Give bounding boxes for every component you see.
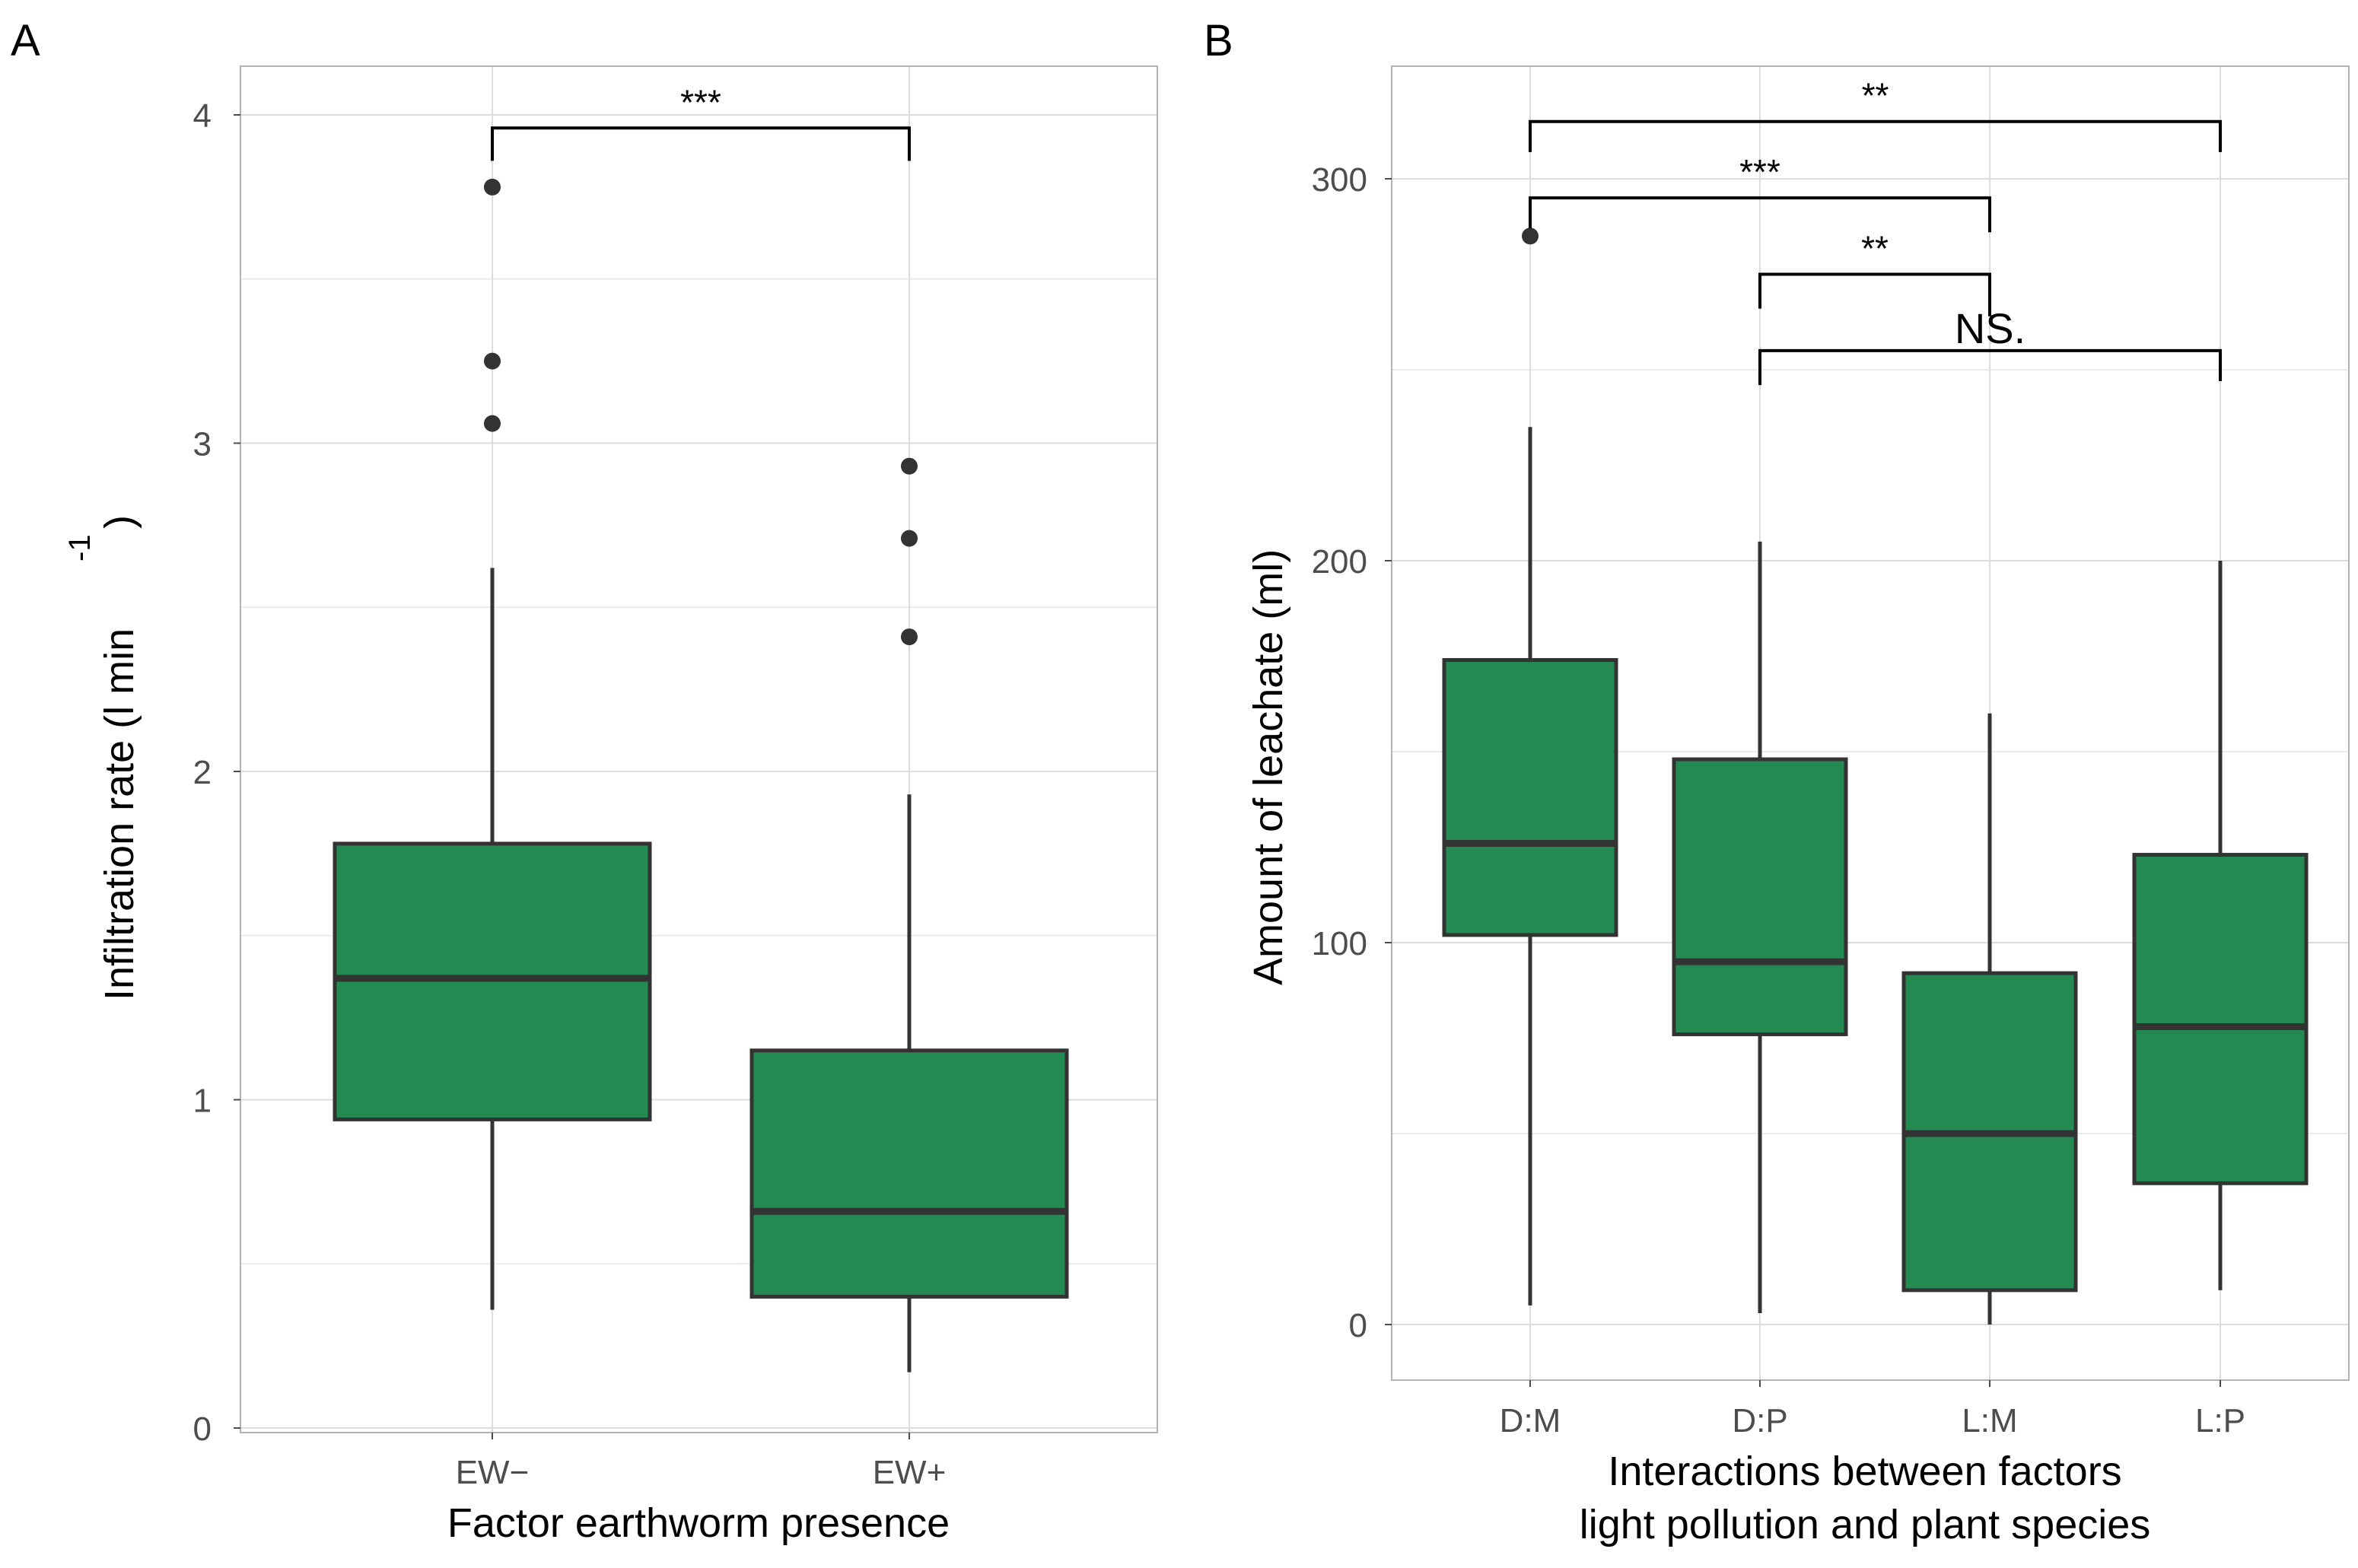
panel-b-ticks: 0 100 200 300 D:M D:P L:M L:P [1312,161,2245,1439]
panel-a-y-axis-title: Infiltration rate (l min [97,628,142,1000]
panel-b-x-tick-label: D:M [1500,1402,1561,1439]
panel-a-y-tick-label: 2 [193,754,212,791]
significance-label: *** [680,82,721,122]
panel-a-ticks: 0 1 2 3 4 EW− EW+ [193,97,947,1491]
panel-a-significance-bracket-1: *** [491,82,911,161]
panel-b-box-3 [1901,713,2078,1325]
panel-a-x-axis-title: Factor earthworm presence [447,1500,950,1546]
bracket-line [1529,119,2222,152]
panel-b-significance-bracket-4: NS. [1758,304,2222,386]
panel-b-y-tick-label: 300 [1312,161,1367,199]
panel-a-y-tick-label: 3 [193,426,212,463]
bracket-line [1758,272,1991,316]
panel-b-border [1391,65,2350,1381]
panel-b-marks: *******NS. [1442,76,2309,1325]
panel-a-x-tick-label: EW− [456,1454,530,1491]
panel-b-x-tick-label: L:P [2195,1402,2245,1439]
significance-label: NS. [1955,304,2025,352]
panel-a-chart: *** 0 1 2 3 4 EW− EW+ Factor earthworm presenc… [63,65,1158,1546]
panel-a-y-axis-title-main: Infiltration rate (l min [97,628,142,1000]
panel-a-y-tick-label: 0 [193,1411,212,1448]
significance-label: ** [1861,229,1889,269]
panel-a-y-axis-title-close: ) [97,515,142,529]
panel-b-significance-bracket-2: *** [1529,152,1991,233]
panel-b-y-tick-label: 200 [1312,543,1367,580]
panel-b-y-tick-label: 100 [1312,925,1367,962]
outlier-point [484,415,501,432]
box-iqr [1672,757,1848,1036]
significance-label: *** [1739,152,1780,192]
panel-b-box-2 [1672,541,1848,1313]
outlier-point [484,352,501,370]
panel-b-significance-bracket-3: ** [1758,229,1991,316]
panel-a-x-tick-label: EW+ [873,1454,947,1491]
bracket-line [491,126,911,161]
bracket-line [1529,196,1991,233]
panel-a-marks: *** [333,82,1069,1372]
bracket-line [1758,348,2222,386]
outlier-point [484,178,501,196]
outlier-point [1522,227,1539,245]
box-iqr [2132,853,2309,1185]
panel-a-label: A [11,16,40,65]
panel-a-border [240,65,1158,1433]
panel-b-label: B [1204,16,1233,65]
panel-a-y-tick-label: 4 [193,97,212,135]
box-iqr [749,1048,1069,1299]
box-iqr [1442,658,1618,937]
panel-b-box-1 [1442,227,1618,1306]
panel-b-y-axis-title: Amount of leachate (ml) [1246,549,1291,985]
panel-a-y-axis-title-superscript: -1 [63,534,97,561]
panel-b-x-axis-title-line2: light pollution and plant species [1580,1502,2151,1547]
panel-b-box-4 [2132,561,2309,1290]
panel-a-y-tick-label: 1 [193,1083,212,1120]
panel-b-x-tick-label: L:M [1962,1402,2017,1439]
outlier-point [901,530,918,547]
panel-b-x-axis-title-line1: Interactions between factors [1608,1449,2121,1494]
panel-b-y-tick-label: 0 [1349,1307,1367,1344]
panel-a-box-2 [749,457,1069,1372]
panel-b-significance-bracket-1: ** [1529,76,2222,152]
outlier-point [901,628,918,646]
significance-label: ** [1862,76,1889,116]
panel-b-x-tick-label: D:P [1732,1402,1787,1439]
panel-a-box-1 [333,178,652,1310]
outlier-point [901,457,918,475]
